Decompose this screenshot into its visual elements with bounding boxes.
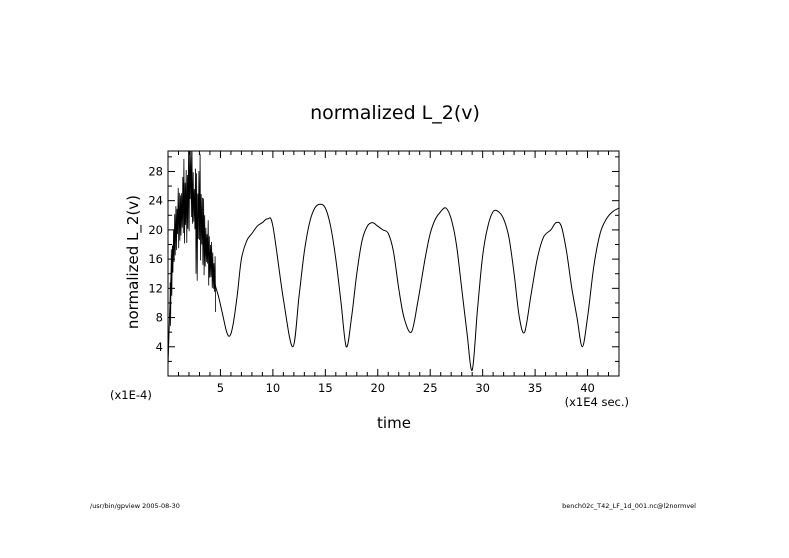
- y-tick-label: 28: [148, 164, 163, 178]
- y-tick-label: 12: [148, 281, 163, 295]
- x-tick-label: 30: [475, 381, 490, 395]
- y-tick-label: 24: [148, 194, 163, 208]
- noise-spikes: [169, 150, 216, 326]
- y-tick-label: 16: [148, 252, 163, 266]
- y-scale-label: (x1E-4): [110, 388, 152, 402]
- plot-frame: [167, 150, 620, 377]
- x-tick-label: 15: [318, 381, 333, 395]
- chart-title: normalized L_2(v): [310, 102, 480, 124]
- transient-oscillation: [169, 150, 216, 326]
- x-scale-label: (x1E4 sec.): [565, 395, 629, 409]
- x-tick-label: 35: [528, 381, 543, 395]
- footer-right: bench02c_T42_LF_1d_001.nc@l2normvel: [562, 502, 696, 510]
- series-line: [167, 170, 620, 371]
- y-tick-label: 20: [148, 223, 163, 237]
- tick-labels: 5 10 15 20 25 30 35 40 4 8 12 16 20 24 28: [148, 164, 594, 395]
- x-axis-label: time: [377, 414, 411, 432]
- axis-ticks: [168, 151, 619, 376]
- footer-left: /usr/bin/gpview 2005-08-30: [90, 502, 180, 510]
- y-tick-label: 8: [156, 311, 163, 325]
- x-tick-label: 5: [217, 381, 224, 395]
- x-tick-label: 10: [266, 381, 281, 395]
- x-tick-label: 40: [580, 381, 595, 395]
- y-axis-label: normalized L_2(v): [124, 195, 143, 329]
- y-tick-label: 4: [156, 340, 163, 354]
- x-tick-label: 25: [423, 381, 438, 395]
- x-tick-label: 20: [370, 381, 385, 395]
